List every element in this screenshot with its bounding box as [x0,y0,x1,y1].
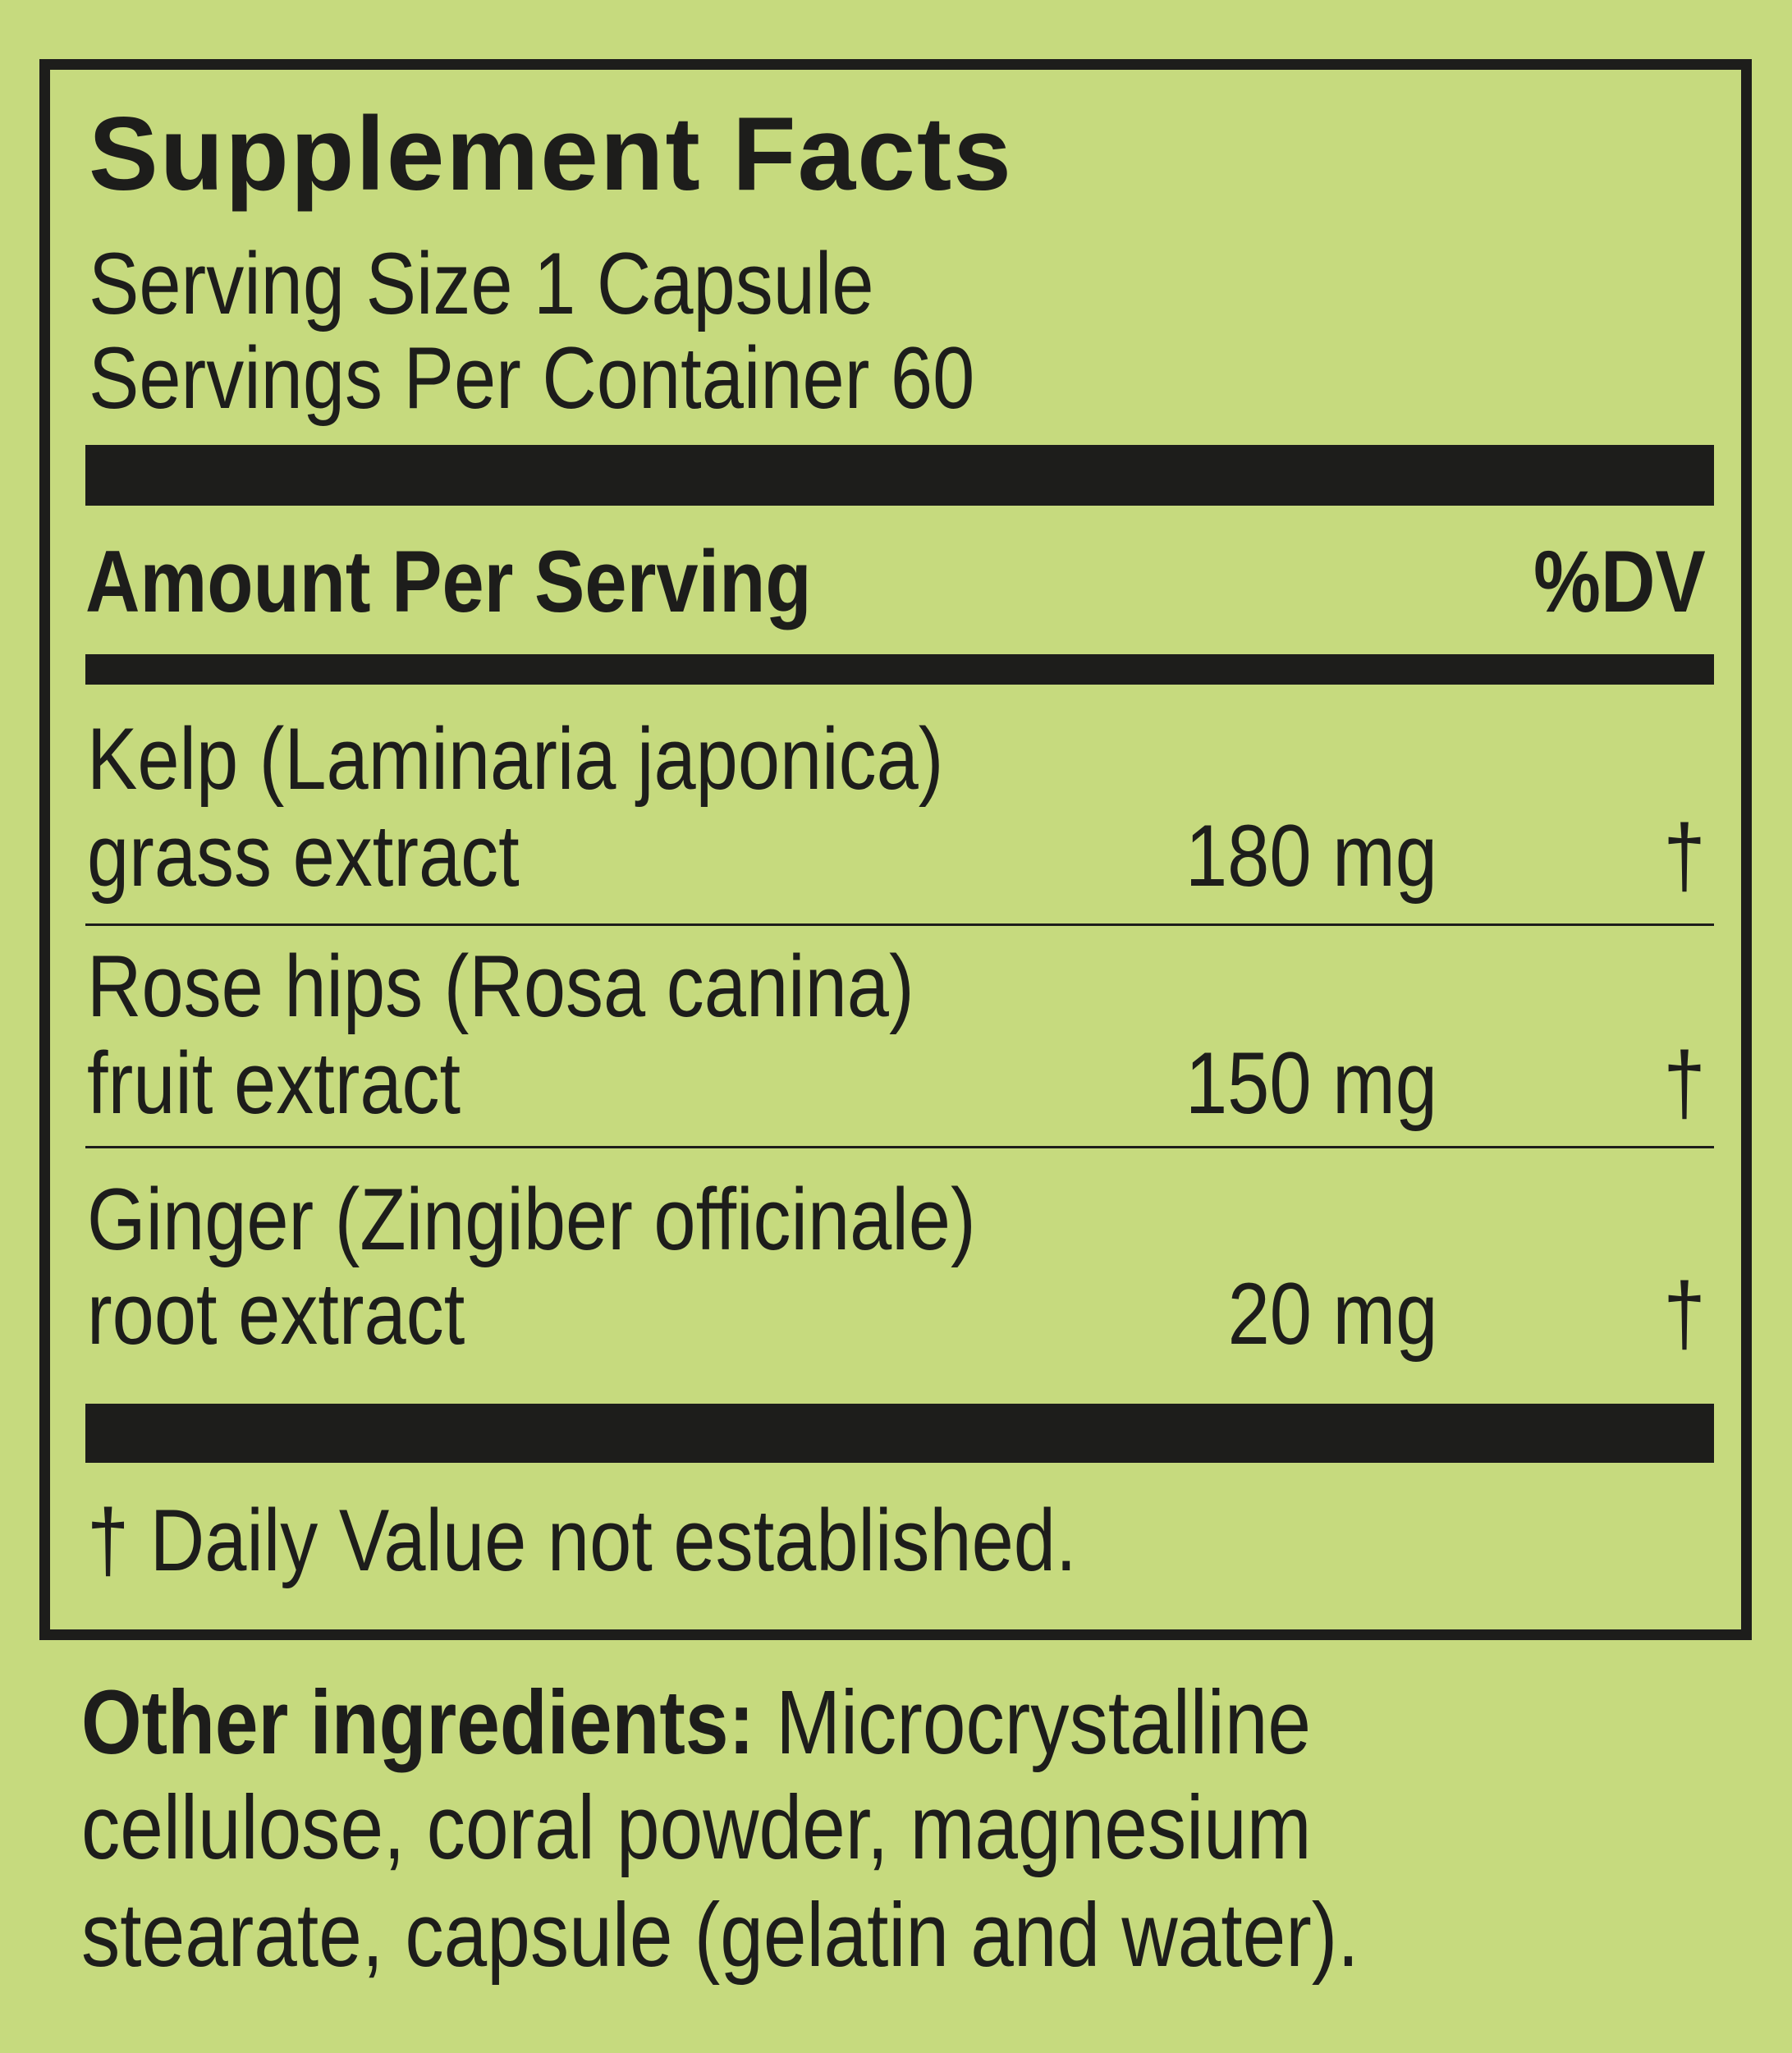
row-divider [85,923,1714,926]
ingredient-name-cont: root extract [87,1264,465,1363]
footnote: † Daily Value not established. [87,1491,1077,1589]
other-ingredients-text: Microcrystalline [754,1672,1312,1773]
ingredient-name: Ginger (Zingiber officinale) [87,1170,976,1268]
ingredient-name-cont: grass extract [87,806,520,905]
thick-divider [85,445,1714,506]
ingredient-name: Rose hips (Rosa canina) [87,937,914,1035]
ingredient-amount: 20 mg [1227,1264,1437,1363]
medium-divider [85,654,1714,685]
supplement-facts-panel [39,59,1752,1640]
ingredient-dv: † [1663,1033,1706,1132]
ingredient-dv: † [1663,1264,1706,1363]
ingredient-name-cont: fruit extract [87,1033,461,1132]
other-ingredients-line: stearate, capsule (gelatin and water). [81,1885,1359,1986]
dv-header: %DV [1533,532,1706,630]
row-divider [85,1146,1714,1148]
panel-title: Supplement Facts [89,95,1013,212]
serving-size: Serving Size 1 Capsule [89,234,874,332]
ingredient-dv: † [1663,806,1706,905]
thick-divider [85,1404,1714,1463]
ingredient-name: Kelp (Laminaria japonica) [87,709,944,808]
amount-per-serving-header: Amount Per Serving [85,532,812,630]
servings-per-container: Servings Per Container 60 [89,328,975,427]
ingredient-amount: 180 mg [1185,806,1437,905]
other-ingredients-line: cellulose, coral powder, magnesium [81,1777,1312,1878]
other-ingredients-label: Other ingredients: [81,1672,754,1773]
other-ingredients-line: Other ingredients: Microcrystalline [81,1678,1311,1768]
ingredient-amount: 150 mg [1185,1033,1437,1132]
